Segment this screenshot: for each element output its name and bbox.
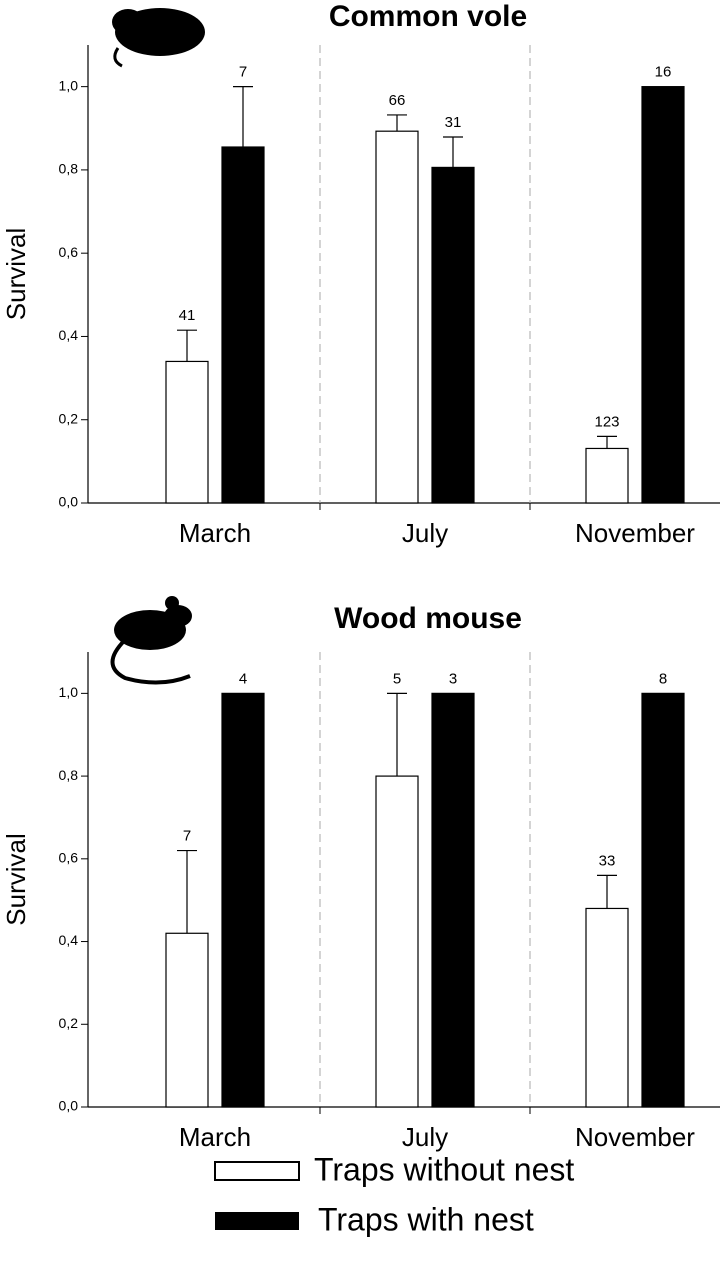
x-tick-label: March (179, 518, 251, 548)
legend-swatch (215, 1212, 299, 1230)
vole-icon (112, 8, 205, 68)
count-label: 123 (594, 413, 619, 430)
legend-swatch (214, 1161, 300, 1181)
bar (585, 907, 629, 1108)
y-tick-label: 0,2 (59, 1015, 79, 1031)
count-label: 16 (655, 64, 672, 81)
bar (641, 692, 685, 1108)
count-label: 7 (183, 828, 191, 845)
bar (165, 932, 209, 1108)
y-tick-label: 0,8 (59, 767, 79, 783)
bar (431, 692, 475, 1108)
y-tick-label: 1,0 (59, 77, 79, 93)
bar (375, 130, 419, 504)
count-label: 66 (389, 92, 406, 109)
count-label: 4 (239, 670, 247, 687)
bar (585, 447, 629, 504)
x-tick-label: November (575, 1122, 695, 1152)
bar (221, 146, 265, 504)
y-axis-label: Survival (1, 833, 31, 925)
bar (641, 86, 685, 504)
bar (221, 692, 265, 1108)
count-label: 7 (239, 64, 247, 81)
y-tick-label: 0,8 (59, 161, 79, 177)
count-label: 8 (659, 670, 667, 687)
y-tick-label: 1,0 (59, 684, 79, 700)
y-tick-label: 0,6 (59, 850, 79, 866)
y-tick-label: 0,0 (59, 494, 79, 510)
mouse-icon (110, 596, 192, 685)
y-tick-label: 0,2 (59, 410, 79, 426)
count-label: 33 (599, 852, 616, 869)
legend-label: Traps without nest (314, 1151, 574, 1187)
count-label: 31 (445, 114, 462, 131)
bar (375, 775, 419, 1108)
count-label: 5 (393, 670, 401, 687)
chart-title: Common vole (329, 0, 527, 33)
x-tick-label: July (402, 1122, 448, 1152)
bar (165, 360, 209, 504)
y-axis-label: Survival (1, 228, 31, 320)
y-tick-label: 0,4 (59, 932, 79, 948)
count-label: 3 (449, 670, 457, 687)
legend-label: Traps with nest (318, 1201, 534, 1237)
y-tick-label: 0,0 (59, 1098, 79, 1114)
x-tick-label: July (402, 518, 448, 548)
x-tick-label: November (575, 518, 695, 548)
bar (431, 166, 475, 504)
x-tick-label: March (179, 1122, 251, 1152)
y-tick-label: 0,4 (59, 327, 79, 343)
count-label: 41 (179, 307, 196, 324)
y-tick-label: 0,6 (59, 244, 79, 260)
chart-title: Wood mouse (334, 602, 522, 635)
